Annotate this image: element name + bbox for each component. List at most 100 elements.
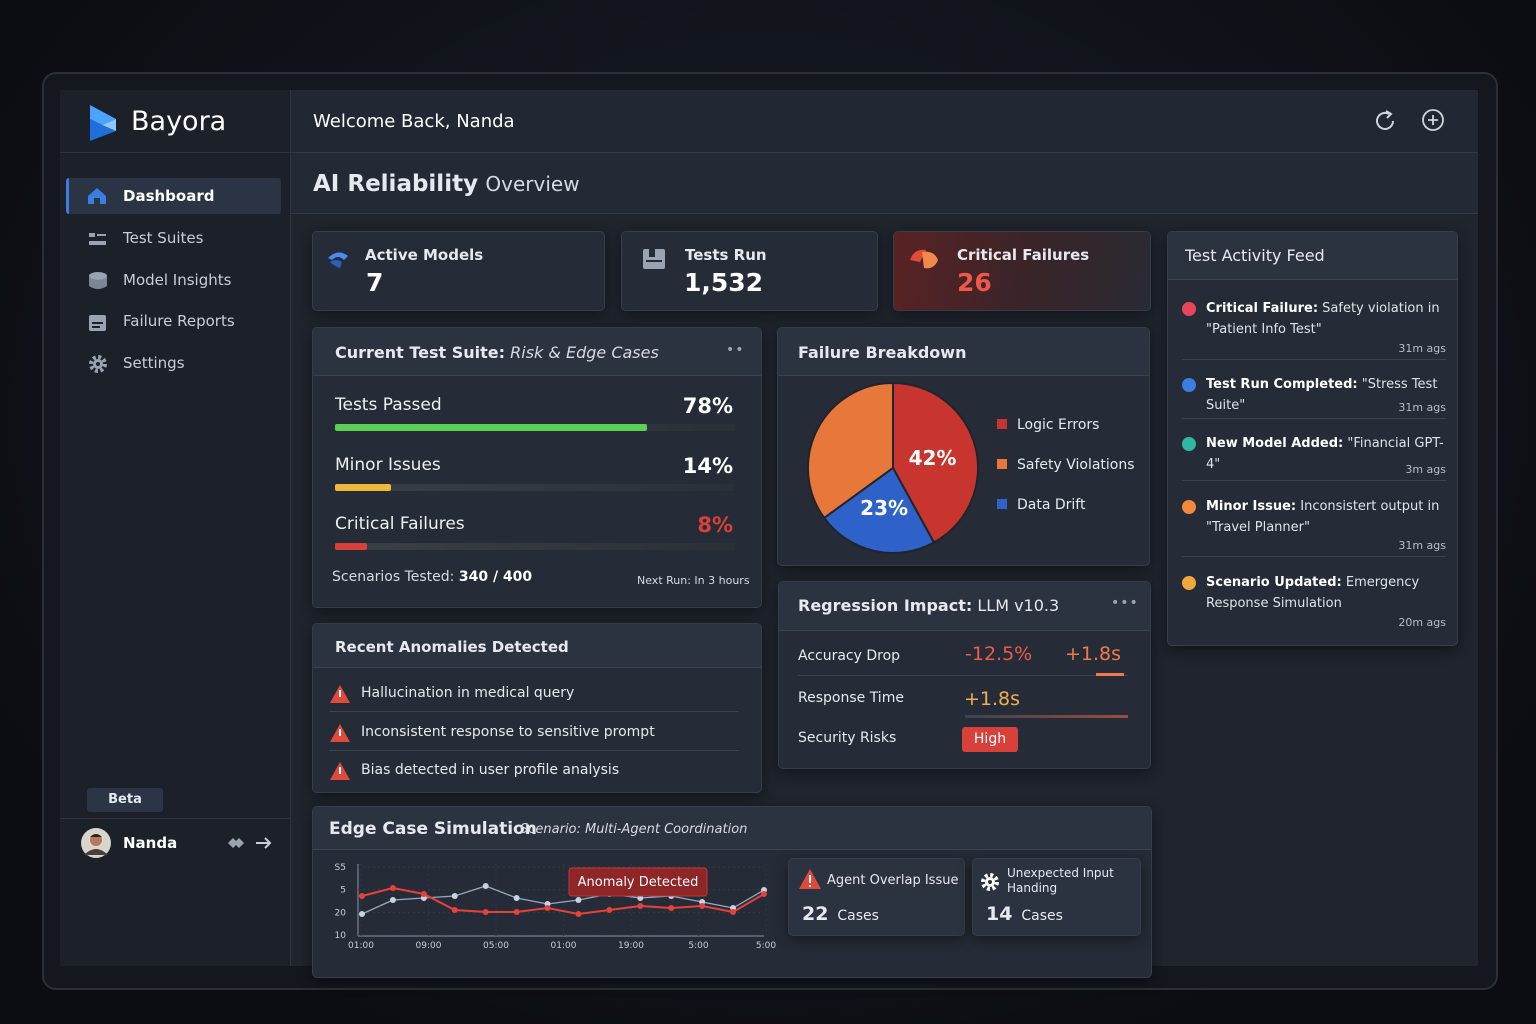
scenarios: Scenarios Tested: 340 / 400 — [332, 569, 532, 585]
user-name: Nanda — [123, 834, 178, 852]
icon-insights — [89, 272, 107, 289]
warning-mark — [339, 690, 341, 697]
card-count: 14 Cases — [986, 903, 1063, 925]
risk-badge: High — [962, 727, 1018, 752]
card-title: Agent Overlap Issue — [827, 873, 959, 888]
nav-item[interactable]: Dashboard — [123, 187, 215, 205]
x-tick-label: 09:00 — [416, 941, 442, 951]
panel-title: Edge Case Simulation — [329, 819, 537, 839]
bar — [335, 543, 367, 550]
feed-time: 31m ags — [1398, 401, 1446, 414]
bar-track — [335, 483, 735, 491]
title-light: Overview — [485, 172, 580, 196]
row-value: +1.8s — [964, 688, 1021, 710]
point — [451, 893, 458, 899]
icon-models — [328, 252, 348, 268]
annotation: Anomaly Detected — [578, 875, 699, 890]
nav-item[interactable]: Test Suites — [123, 229, 204, 247]
stat-label: Active Models — [365, 246, 484, 264]
panel-header — [313, 328, 761, 376]
row-label: Accuracy Drop — [798, 648, 901, 664]
feed-text: Safety violation in "Patient Info Test" — [1206, 301, 1440, 337]
issue-card — [972, 858, 1141, 936]
point — [575, 897, 582, 903]
x-tick-label: 01:00 — [348, 941, 374, 951]
status-dot — [1182, 576, 1196, 590]
icon-home — [88, 188, 106, 204]
title-strong: AI Reliability — [313, 171, 479, 197]
anomaly-item: Hallucination in medical query — [361, 685, 575, 701]
feed-time: 31m ags — [1398, 342, 1446, 355]
nav-item[interactable]: Failure Reports — [123, 312, 235, 330]
pie-slice — [892, 381, 979, 544]
status-dot — [1182, 437, 1196, 451]
greeting: Welcome Back, Nanda — [313, 111, 515, 132]
icon-suites — [89, 233, 106, 245]
separator — [329, 711, 739, 712]
feed-time: 31m ags — [1398, 539, 1446, 552]
point — [359, 911, 365, 917]
nav-item[interactable]: Model Insights — [123, 271, 232, 289]
scenarios-value: 340 / 400 — [458, 569, 533, 585]
point — [359, 893, 365, 899]
feed-text: Inconsistert output in "Travel Planner" — [1206, 499, 1440, 535]
issue-card — [788, 858, 965, 936]
row-label: Security Risks — [798, 730, 897, 746]
point — [389, 885, 396, 891]
refresh-button[interactable] — [1372, 108, 1398, 134]
feed-time: 3m ags — [1405, 463, 1446, 476]
card-title: Unexpected Input Handing — [1007, 866, 1114, 895]
warning-mark — [339, 767, 341, 774]
bar-label: Minor Issues — [335, 454, 441, 475]
x-tick-label: 01:00 — [551, 941, 577, 951]
legend-swatch — [997, 459, 1007, 469]
title-strong: Regression Impact: — [798, 596, 973, 615]
user-actions[interactable] — [226, 835, 276, 851]
test-suite-panel — [312, 327, 762, 608]
stat-card — [312, 231, 605, 311]
point — [513, 895, 520, 901]
icon-warning — [330, 762, 350, 780]
point — [482, 909, 489, 915]
divider — [60, 152, 290, 153]
panel-title: Regression Impact: LLM v10.3 — [798, 596, 1059, 615]
panel-subtitle: Scenario: Multi-Agent Coordination — [520, 822, 748, 837]
point — [575, 911, 582, 917]
feed-item: New Model Added: "Financial GPT-4" — [1206, 433, 1451, 475]
status-dot — [1182, 378, 1196, 392]
brand-name: Bayora — [131, 106, 227, 137]
separator — [798, 675, 1128, 676]
feed-text: Emergency Response Simulation — [1206, 575, 1420, 611]
icon-reports — [89, 315, 106, 331]
icon-warning — [330, 685, 350, 703]
more-button[interactable]: •• — [726, 342, 745, 358]
x-tick-label: 05:00 — [483, 941, 509, 951]
panel-title: Failure Breakdown — [798, 343, 967, 362]
nav-item[interactable]: Settings — [123, 354, 185, 372]
point — [389, 897, 396, 903]
feed-text: "Financial GPT-4" — [1206, 436, 1444, 472]
point — [761, 891, 767, 897]
y-tick-label: 10 — [335, 931, 347, 941]
legend-label: Safety Violations — [1017, 457, 1135, 473]
panel-title: Current Test Suite: Risk & Edge Cases — [335, 343, 659, 362]
legend-swatch — [997, 419, 1007, 429]
slice-label: 23% — [860, 496, 908, 520]
more-button[interactable]: ••• — [1111, 595, 1139, 611]
x-tick-label: 5:00 — [756, 941, 776, 951]
y-tick-label: 20 — [335, 908, 347, 918]
separator — [329, 749, 739, 751]
avatar[interactable] — [80, 827, 112, 859]
stat-label: Critical Failures — [957, 246, 1090, 264]
stat-value: 1,532 — [684, 268, 764, 297]
pie-slice — [807, 381, 894, 520]
point — [730, 909, 737, 915]
point — [451, 907, 458, 913]
add-button[interactable] — [1421, 108, 1447, 134]
panel-header — [778, 328, 1149, 376]
title-light: LLM v10.3 — [977, 596, 1060, 615]
anomalies-panel — [312, 623, 762, 793]
count: 14 — [986, 903, 1013, 925]
brand-logo — [90, 105, 116, 141]
